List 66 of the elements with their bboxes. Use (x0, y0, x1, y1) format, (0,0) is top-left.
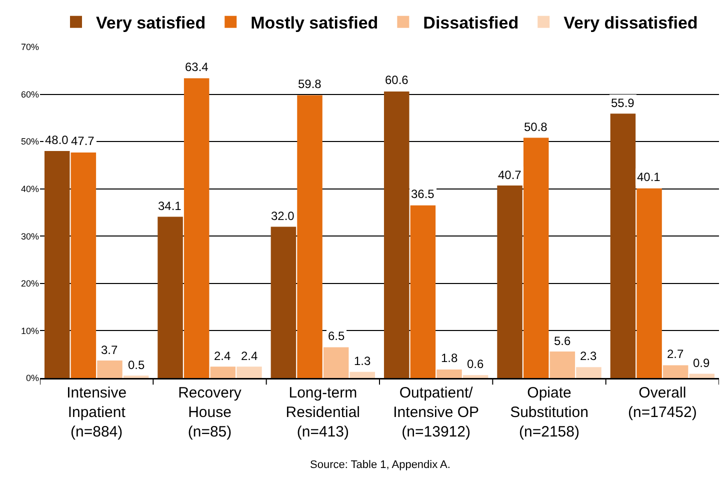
bar (158, 216, 183, 378)
x-tick-label: Recovery House (n=85) (178, 384, 242, 440)
data-label: 55.9 (611, 96, 635, 110)
data-label: 0.5 (128, 358, 146, 372)
data-label: 36.5 (411, 187, 435, 201)
data-label: 6.5 (328, 329, 346, 343)
legend-label: Very satisfied (96, 14, 206, 33)
bar (523, 138, 549, 378)
bar (689, 374, 715, 378)
data-label: 59.8 (298, 77, 322, 91)
bar (662, 365, 688, 378)
data-label: 1.3 (354, 354, 372, 368)
data-label: 60.6 (385, 73, 409, 87)
x-tick-label: Overall (n=17452) (628, 384, 697, 421)
bar (44, 151, 70, 378)
y-tick-label: 70% (20, 42, 39, 52)
y-tick-label: 0% (26, 373, 39, 384)
data-label: 63.4 (185, 60, 209, 74)
data-label: 40.1 (637, 170, 661, 184)
source-note: Source: Table 1, Appendix A. (310, 459, 450, 471)
y-tick-label: 10% (20, 326, 39, 336)
legend-label: Dissatisfied (423, 14, 519, 33)
bar (610, 114, 636, 378)
y-tick-label: 30% (20, 231, 39, 242)
bar (576, 367, 602, 378)
x-tick-label: Long-term Residential (n=413) (286, 384, 360, 440)
bar (462, 375, 488, 378)
y-tick-label: 20% (20, 278, 39, 289)
bar (297, 95, 322, 378)
data-label: 5.6 (554, 334, 572, 348)
bar (270, 226, 296, 378)
bar (97, 360, 122, 378)
x-tick-label: Intensive Inpatient (n=884) (66, 384, 127, 440)
bar (436, 369, 462, 378)
data-label: 3.7 (101, 343, 118, 357)
data-label: 2.4 (241, 349, 258, 363)
data-label: 50.8 (524, 120, 548, 134)
data-label: 47.7 (71, 134, 95, 148)
bar (550, 352, 576, 378)
bar (350, 372, 376, 378)
y-tick-label: 40% (20, 184, 39, 194)
data-label: 32.0 (271, 209, 295, 223)
y-tick-label: 60% (20, 89, 39, 100)
x-tick-label: Opiate Substitution (n=2158) (510, 384, 588, 440)
data-label: 2.4 (214, 349, 232, 363)
bar (497, 186, 522, 378)
bar (236, 366, 262, 378)
data-label: 0.6 (467, 357, 484, 371)
bar (184, 78, 210, 378)
y-tick-label: 50% (20, 136, 39, 147)
bar (323, 347, 349, 378)
data-label: 48.0 (45, 133, 69, 147)
data-label: 2.7 (667, 347, 684, 361)
data-label: 0.9 (693, 356, 710, 370)
bar (384, 91, 410, 378)
legend-label: Mostly satisfied (250, 14, 378, 33)
bar (410, 205, 436, 378)
data-label: 40.7 (498, 168, 522, 182)
bar (70, 152, 96, 378)
data-label: 1.8 (441, 351, 458, 365)
legend-label: Very dissatisfied (564, 14, 698, 33)
bar (636, 188, 662, 378)
x-tick-label: Outpatient/ Intensive OP (n=13912) (393, 384, 480, 440)
data-label: 34.1 (158, 199, 182, 213)
bar (210, 366, 236, 378)
data-label: 2.3 (580, 349, 598, 363)
